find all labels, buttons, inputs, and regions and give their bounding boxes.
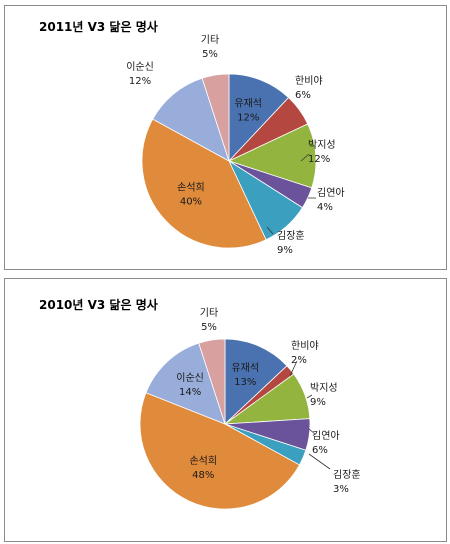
value-label: 9% (310, 397, 326, 408)
value-label: 13% (234, 377, 256, 388)
value-label: 2% (291, 355, 307, 366)
leader-line (308, 428, 316, 435)
value-label: 5% (202, 49, 218, 60)
pie-chart-2010: 2010년 V3 닮은 명사 유재석 13% 한비야 2% 박지성 9% 김연아 6% 김장훈 3… (39, 297, 361, 510)
value-label: 6% (295, 90, 311, 101)
pie-slice-6 (139, 392, 301, 510)
value-label: 12% (308, 154, 330, 165)
value-label: 12% (129, 76, 151, 87)
leader-line (266, 226, 274, 235)
pie-slice-8 (198, 338, 226, 425)
value-label: 4% (317, 202, 333, 213)
category-label: 한비야 (295, 75, 323, 87)
value-label: 3% (333, 484, 349, 495)
pie-slice-1 (224, 338, 288, 425)
chart-title: 2011년 V3 닮은 명사 (39, 19, 158, 34)
category-label: 손석희 (189, 455, 217, 467)
category-label: 김장훈 (277, 229, 305, 242)
chart-title: 2010년 V3 닮은 명사 (39, 297, 158, 312)
leader-line (306, 394, 313, 399)
category-label: 박지성 (308, 139, 336, 151)
leader-line (300, 153, 310, 162)
category-label: 한비야 (291, 340, 319, 352)
value-label: 9% (277, 245, 293, 256)
category-label: 손석희 (177, 182, 205, 194)
category-label: 박지성 (310, 382, 338, 394)
chart-panel-2011: 2011년 V3 닮은 명사 유재석 12% 한비야 6% 박지성 12% 김연아 4% 김장훈… (4, 5, 447, 270)
pie-slice-1 (228, 73, 290, 163)
category-label: 기타 (201, 34, 219, 46)
value-label: 6% (312, 445, 328, 456)
leader-line (289, 360, 298, 377)
value-label: 5% (201, 322, 217, 333)
chart-panel-2010: 2010년 V3 닮은 명사 유재석 13% 한비야 2% 박지성 9% 김연아 6% 김장훈 3… (4, 278, 447, 542)
pie-chart-2011: 2011년 V3 닮은 명사 유재석 12% 한비야 6% 박지성 12% 김연아 4% 김장훈… (39, 19, 345, 256)
leader-line (308, 453, 331, 470)
pie-slice-8 (201, 73, 230, 162)
category-label: 이순신 (126, 61, 154, 73)
value-label: 12% (237, 112, 259, 123)
pie-slice-6 (141, 118, 267, 249)
pie-slice-7 (152, 77, 230, 162)
category-label: 김연아 (312, 430, 340, 442)
category-label: 유재석 (231, 362, 259, 374)
category-label: 이순신 (176, 372, 204, 384)
category-label: 유재석 (234, 97, 262, 109)
value-label: 14% (179, 387, 201, 398)
category-label: 기타 (200, 307, 218, 319)
pie-slice-3 (227, 123, 317, 189)
value-label: 40% (180, 197, 202, 208)
category-label: 김연아 (317, 187, 345, 199)
category-label: 김장훈 (333, 468, 361, 481)
value-label: 48% (192, 470, 214, 481)
